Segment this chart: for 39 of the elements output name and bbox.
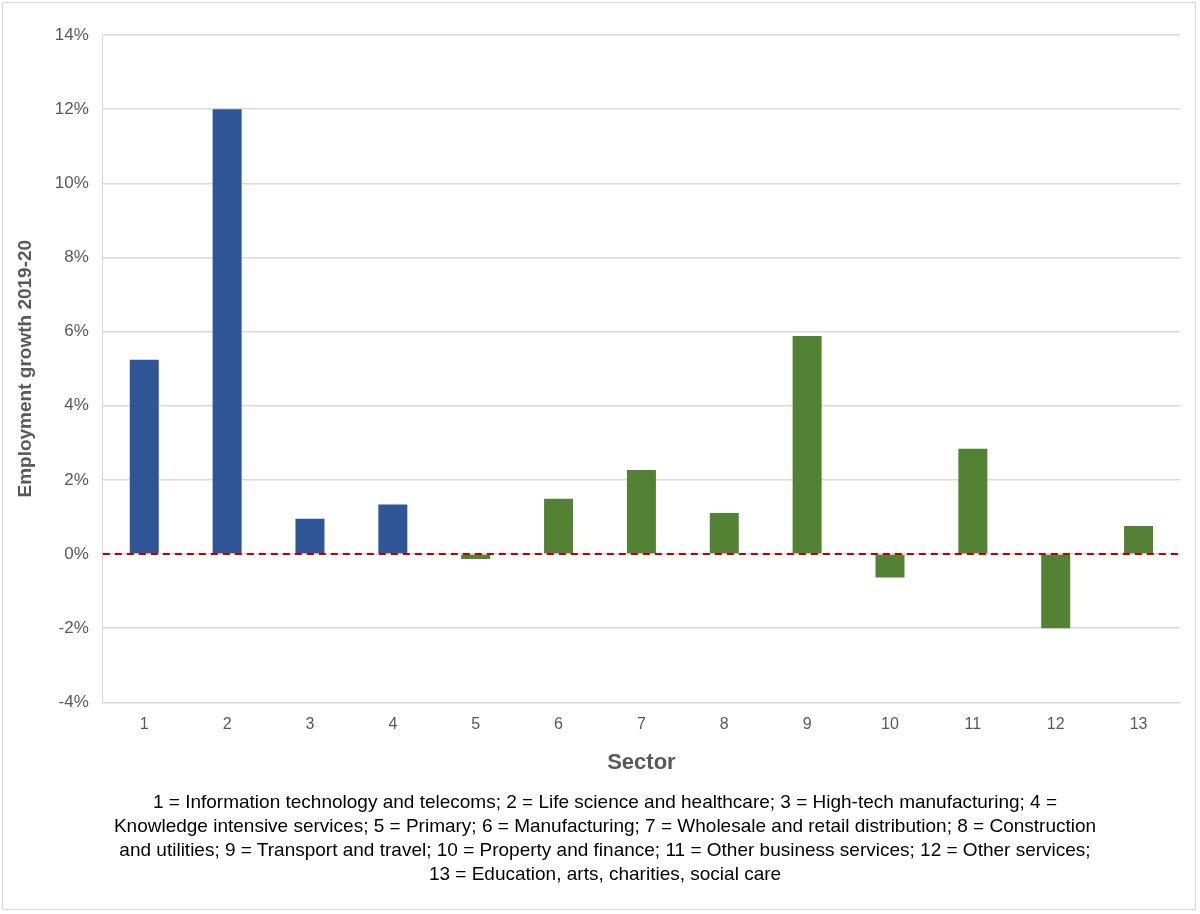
bar bbox=[709, 512, 739, 554]
x-tick-label: 5 bbox=[471, 714, 481, 732]
x-tick-label: 1 bbox=[139, 714, 149, 732]
x-tick-label: 4 bbox=[388, 714, 398, 732]
x-tick-label: 2 bbox=[222, 714, 232, 732]
y-tick-label: 6% bbox=[64, 321, 89, 341]
bar bbox=[129, 359, 159, 554]
x-tick-label: 8 bbox=[719, 714, 729, 732]
x-tick-label: 6 bbox=[554, 714, 564, 732]
bar bbox=[544, 498, 574, 554]
y-tick-label: 10% bbox=[54, 173, 89, 192]
bar bbox=[295, 518, 325, 554]
bar bbox=[1124, 525, 1154, 554]
y-tick-label: 2% bbox=[64, 469, 89, 489]
text: 1 = Information technology and telecoms; 2 = Life science and healthcare; 3 = High-tech manufacturing; 4 = Knowledge intensive services; 5 = Primary; 6 = Manufacturing; 7 = Wholesale and retail distribution; 8 = Construction and utilities; 9 = Transport and travel; 10 = Property and finance; 11 = Other business services; 12 = Other services; 13 = Education, arts, charities, social care bbox=[112, 790, 1098, 886]
bar bbox=[461, 554, 491, 559]
bar bbox=[1041, 554, 1071, 629]
x-tick-label: 11 bbox=[964, 714, 982, 732]
bar bbox=[626, 469, 656, 554]
x-tick-label: 9 bbox=[802, 714, 812, 732]
y-tick-label: 8% bbox=[64, 247, 89, 267]
y-tick-label: -4% bbox=[58, 692, 89, 712]
x-tick-label: 3 bbox=[305, 714, 315, 732]
x-tick-label: 7 bbox=[636, 714, 646, 732]
bar bbox=[875, 554, 905, 578]
x-tick-label: 12 bbox=[1046, 714, 1065, 732]
bar bbox=[212, 109, 242, 554]
bar bbox=[378, 504, 408, 554]
y-tick-label: 4% bbox=[64, 395, 89, 415]
bar bbox=[958, 448, 988, 554]
bar bbox=[792, 336, 822, 554]
y-tick-label: 12% bbox=[54, 98, 89, 118]
y-tick-label: -2% bbox=[58, 617, 89, 637]
y-tick-label: 0% bbox=[64, 543, 89, 563]
x-axis-title: Sector bbox=[607, 748, 677, 774]
x-tick-label: 13 bbox=[1129, 714, 1148, 732]
y-tick-label: 14% bbox=[54, 24, 89, 44]
x-tick-label: 10 bbox=[881, 714, 899, 732]
y-axis-title: Employment growth 2019-20 bbox=[13, 239, 35, 498]
